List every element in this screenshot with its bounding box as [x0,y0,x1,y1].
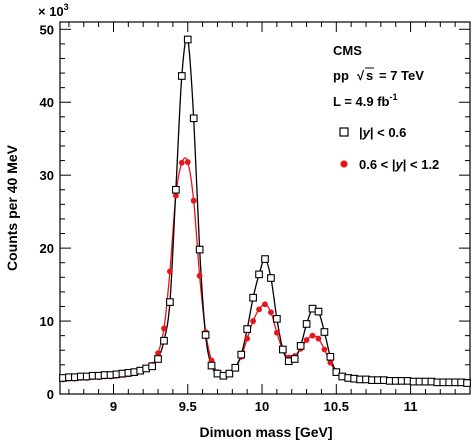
y-axis-label: Counts per 40 MeV [4,144,20,271]
series-line-1 [62,37,468,384]
y-tick-label: 20 [40,241,54,256]
series-1-point [166,298,174,306]
series-2-point [190,197,197,204]
series-1-point [255,270,263,279]
series-1-point [207,361,216,370]
series-2-point [303,337,310,343]
series-1-point [278,345,287,354]
series-2-point [309,332,316,339]
series-1-point [201,331,210,339]
series-1-point [243,325,252,333]
energy-label: = 7 TeV [379,68,424,83]
x-tick-label: 10.5 [324,399,349,414]
y-tick-label: 30 [40,168,54,183]
experiment-label: CMS [333,43,362,58]
series-2-point [196,272,203,279]
series-1-point [172,185,180,194]
series-2-point [167,268,173,275]
collision-energy-label: pp √ s = 7 TeV [333,67,424,83]
y-tick-label: 40 [40,95,54,110]
series-2-point [321,346,328,353]
series-line-2 [62,157,468,384]
series-1-point [160,336,168,345]
series-1-point [302,320,311,328]
legend: |y| < 0.6 0.6 < |y| < 1.2 [339,125,439,172]
series-1-point [273,315,281,323]
series-lines [62,37,468,384]
series-1-point [195,245,204,254]
series-1-point [189,114,198,123]
series-1-point [237,350,246,359]
series-2-point [178,159,185,166]
series-2-point [256,306,262,313]
axis-ticks [60,22,471,395]
series-2-point [155,350,161,357]
y-multiplier: × 103 [38,2,69,19]
series-1-point [183,35,192,44]
series-2-point [268,309,274,316]
sqrt-s: s [366,68,373,83]
y-tick-label: 0 [47,387,54,402]
x-tick-label: 10 [255,399,269,414]
series-2-point [244,335,251,342]
luminosity-exponent: -1 [389,92,397,102]
x-tick-label: 9 [110,399,117,414]
series-1-point [249,293,257,302]
collision-label: pp [333,68,349,83]
series-1-point [267,274,275,282]
series-1-point [332,368,341,376]
luminosity-label: L = 4.9 fb-1 [333,92,398,109]
legend-entry-2: 0.6 < |y| < 1.2 [359,157,439,172]
series-1-point [177,72,186,80]
plot-frame [59,21,471,395]
legend-entry-1: |y| < 0.6 [359,125,406,140]
series-1-point [314,307,323,316]
x-axis-label: Dimuon mass [GeV] [199,424,332,440]
y-tick-label: 50 [40,22,54,37]
plot-area [59,21,471,395]
x-tick-label: 9.5 [179,399,197,414]
series-2-point [315,335,322,342]
sqrt-symbol: √ [357,68,365,83]
series-2-point [327,359,334,366]
series-1-point [225,369,234,378]
series-2-point [250,318,257,324]
series-1-point [463,379,471,387]
series-1-point [148,362,156,371]
legend-marker-open-square [339,127,349,137]
series-2-point [161,325,167,332]
y-multiplier-exponent: 3 [64,2,69,12]
series-1-point [231,363,240,372]
x-tick-label: 11 [404,399,418,414]
series-2-point [172,192,179,199]
series-1-point [261,255,269,263]
series-markers [59,35,471,387]
y-tick-label: 10 [40,314,54,329]
series-2-point [184,159,191,165]
series-1-point [290,355,299,363]
tick-labels: 9 9.5 10 10.5 11 0 10 20 30 40 50 [40,22,418,414]
series-1-point [320,328,329,336]
series-1-point [296,342,305,350]
series-2-point [273,329,280,336]
series-2-point [262,301,268,308]
legend-marker-filled-circle [340,160,348,168]
series-1-point [154,355,162,363]
series-1-point [326,352,335,361]
